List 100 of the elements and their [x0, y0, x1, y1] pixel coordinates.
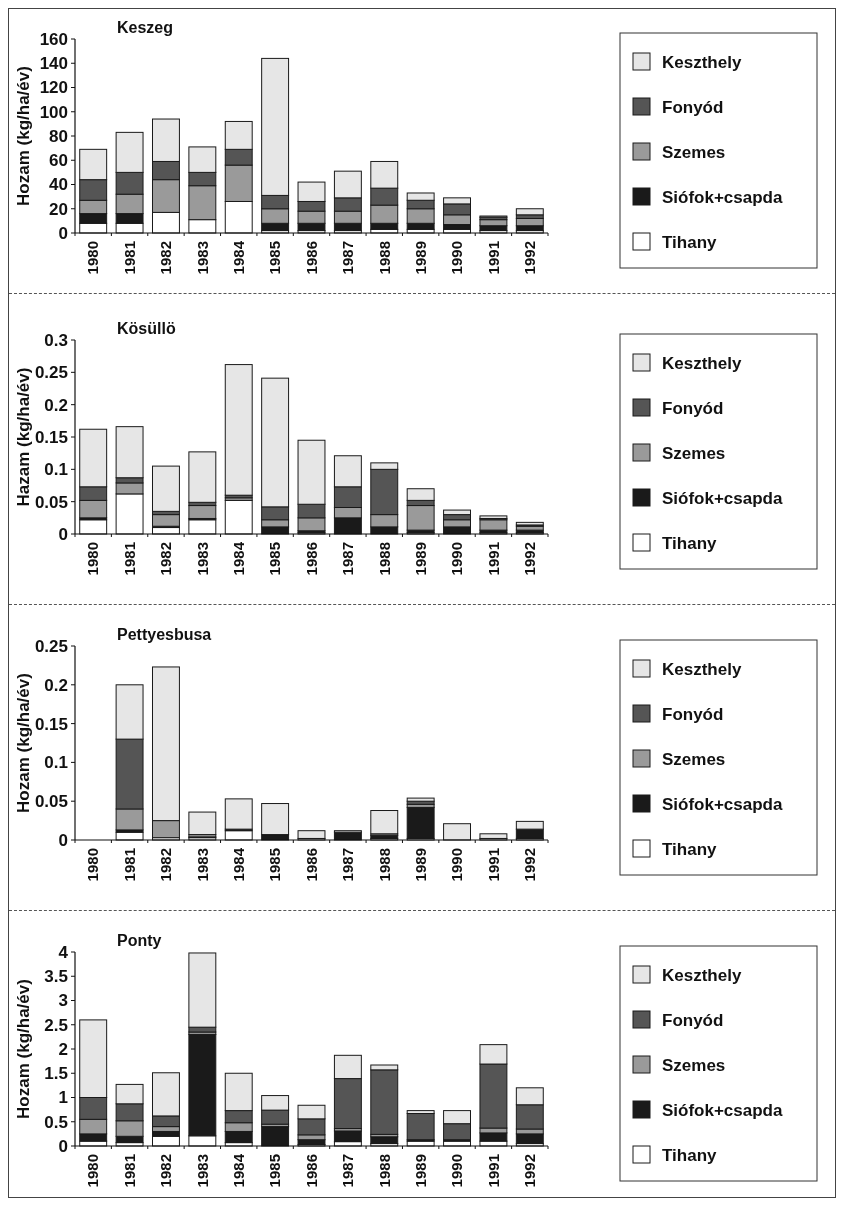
x-tick-label: 1982 — [157, 241, 175, 275]
y-tick-label: 0.3 — [44, 330, 68, 350]
legend-label: Fonyód — [662, 398, 724, 418]
x-tick-label: 1984 — [229, 847, 247, 882]
y-tick-label: 100 — [39, 102, 68, 122]
x-tick-label: 1987 — [339, 848, 357, 882]
y-tick-label: 0.1 — [44, 460, 68, 480]
legend-label: Fonyód — [662, 704, 724, 724]
x-tick-label: 1982 — [157, 1154, 175, 1188]
x-tick-label: 1987 — [339, 241, 357, 275]
x-tick-label: 1986 — [302, 848, 320, 882]
x-tick-label: 1984 — [229, 541, 247, 576]
x-tick-label: 1980 — [84, 542, 102, 576]
legend-label: Tihany — [662, 839, 718, 859]
x-tick-label: 1988 — [375, 848, 393, 882]
y-tick-label: 40 — [49, 175, 68, 195]
y-tick-label: 140 — [39, 54, 68, 74]
legend-label: Szemes — [662, 142, 726, 162]
x-tick-label: 1988 — [375, 542, 393, 576]
legend-label: Tihany — [662, 533, 718, 553]
legend-label: Siófok+csapda — [662, 1100, 784, 1120]
legend-label: Siófok+csapda — [662, 794, 784, 814]
x-tick-label: 1981 — [120, 848, 138, 882]
y-tick-label: 2 — [58, 1039, 68, 1059]
chart-title: Keszeg — [117, 19, 174, 36]
legend-label: Fonyód — [662, 97, 724, 117]
x-tick-label: 1980 — [84, 241, 102, 275]
legend-label: Szemes — [662, 749, 726, 769]
legend-label: Tihany — [662, 232, 718, 252]
x-tick-label: 1983 — [193, 1154, 211, 1188]
y-axis-title: Hazam (kg/ha/év) — [14, 367, 33, 507]
x-tick-label: 1992 — [521, 241, 539, 275]
legend-label: Fonyód — [662, 1010, 724, 1030]
legend-label: Szemes — [662, 443, 726, 463]
x-tick-label: 1991 — [484, 241, 502, 275]
y-tick-label: 4 — [58, 942, 69, 962]
y-tick-label: 3 — [58, 991, 68, 1011]
legend-label: Tihany — [662, 1145, 718, 1165]
x-tick-label: 1980 — [84, 1154, 102, 1188]
y-axis-title: Hozam (kg/ha/év) — [14, 673, 33, 813]
x-tick-label: 1992 — [521, 542, 539, 576]
x-tick-label: 1986 — [302, 542, 320, 576]
y-tick-label: 0.25 — [34, 636, 68, 656]
x-tick-label: 1984 — [229, 240, 247, 275]
x-tick-label: 1988 — [375, 1154, 393, 1188]
y-tick-label: 0.2 — [44, 395, 68, 415]
legend-label: Siófok+csapda — [662, 187, 784, 207]
y-tick-label: 0 — [58, 524, 68, 544]
x-tick-label: 1987 — [339, 1154, 357, 1188]
legend-label: Siófok+csapda — [662, 488, 784, 508]
x-tick-label: 1981 — [120, 542, 138, 576]
x-tick-label: 1986 — [302, 241, 320, 275]
x-tick-label: 1985 — [266, 542, 284, 576]
x-tick-label: 1983 — [193, 241, 211, 275]
y-tick-label: 160 — [39, 29, 68, 49]
x-tick-label: 1985 — [266, 241, 284, 275]
x-tick-label: 1991 — [484, 542, 502, 576]
x-tick-label: 1983 — [193, 848, 211, 882]
x-tick-label: 1992 — [521, 1154, 539, 1188]
x-tick-label: 1982 — [157, 848, 175, 882]
chart-title: Kösüllö — [117, 320, 176, 337]
y-tick-label: 1.5 — [44, 1064, 68, 1084]
y-tick-label: 0.05 — [34, 792, 68, 812]
x-tick-label: 1984 — [229, 1153, 247, 1188]
x-tick-label: 1989 — [411, 542, 429, 576]
y-tick-label: 0.25 — [34, 363, 68, 383]
legend-label: Szemes — [662, 1055, 726, 1075]
y-tick-label: 20 — [49, 199, 68, 219]
x-tick-label: 1987 — [339, 542, 357, 576]
y-tick-label: 0 — [58, 830, 68, 850]
y-tick-label: 80 — [49, 126, 68, 146]
legend-label: Keszthely — [662, 353, 742, 373]
y-tick-label: 0.1 — [44, 753, 68, 773]
legend-label: Keszthely — [662, 52, 742, 72]
x-tick-label: 1986 — [302, 1154, 320, 1188]
x-tick-label: 1988 — [375, 241, 393, 275]
y-tick-label: 0.2 — [44, 675, 68, 695]
chart-title: Ponty — [117, 932, 162, 949]
y-tick-label: 1 — [58, 1088, 68, 1108]
y-tick-label: 2.5 — [44, 1015, 68, 1035]
x-tick-label: 1990 — [448, 542, 466, 576]
y-tick-label: 0 — [58, 1136, 68, 1156]
x-tick-label: 1989 — [411, 848, 429, 882]
y-axis-title: Hozam (kg/ha/év) — [14, 66, 33, 206]
y-tick-label: 0.15 — [34, 714, 68, 734]
x-tick-label: 1981 — [120, 1154, 138, 1188]
x-tick-label: 1990 — [448, 848, 466, 882]
x-tick-label: 1983 — [193, 542, 211, 576]
x-tick-label: 1990 — [448, 241, 466, 275]
x-tick-label: 1989 — [411, 1154, 429, 1188]
x-tick-label: 1980 — [84, 848, 102, 882]
x-tick-label: 1991 — [484, 1154, 502, 1188]
x-tick-label: 1989 — [411, 241, 429, 275]
x-tick-label: 1990 — [448, 1154, 466, 1188]
chart-title: Pettyesbusa — [117, 626, 212, 643]
y-tick-label: 0.5 — [44, 1112, 68, 1132]
x-tick-label: 1991 — [484, 848, 502, 882]
x-tick-label: 1981 — [120, 241, 138, 275]
y-tick-label: 0.05 — [34, 492, 68, 512]
y-tick-label: 0 — [58, 223, 68, 243]
